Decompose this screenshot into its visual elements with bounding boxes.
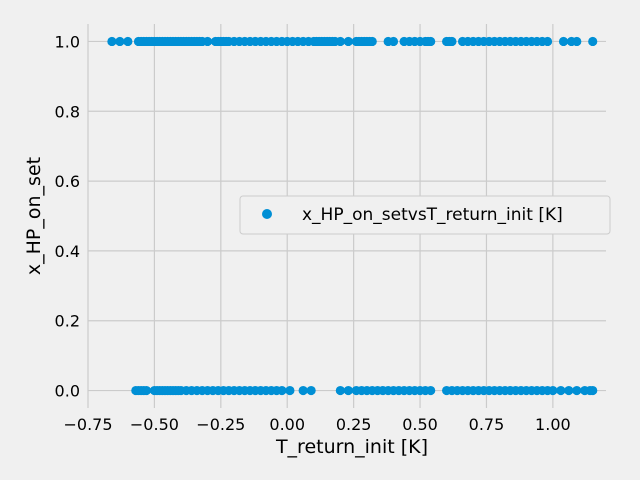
data-point (542, 36, 553, 47)
legend-marker-icon (262, 209, 272, 219)
data-point (202, 36, 213, 47)
data-point (306, 385, 316, 396)
x-tick-label: 0.00 (269, 415, 305, 434)
x-tick-label: 0.25 (336, 415, 372, 434)
data-point (588, 385, 598, 396)
x-tick-labels: −0.75 −0.50 −0.25 0.00 0.25 0.50 0.75 1.00 (63, 415, 570, 434)
legend-box (239, 195, 611, 235)
data-point (388, 36, 399, 47)
data-point (556, 385, 566, 396)
data-point (572, 36, 582, 47)
y-axis-title: x_HP_on_set (23, 157, 45, 275)
data-point (588, 36, 598, 47)
data-point (548, 385, 558, 396)
data-point (123, 36, 133, 47)
data-point (572, 385, 582, 396)
y-tick-label: 1.0 (55, 32, 80, 51)
y-tick-label: 0.6 (55, 172, 80, 191)
data-point (558, 36, 569, 47)
x-tick-label: −0.25 (196, 415, 245, 434)
data-point (335, 36, 345, 47)
legend-label: x_HP_on_setvsT_return_init [K] (302, 205, 563, 225)
x-tick-label: 0.50 (402, 415, 438, 434)
data-point (367, 36, 377, 47)
data-point (426, 385, 436, 396)
data-point (335, 385, 345, 396)
data-point (298, 385, 308, 396)
data-point (426, 36, 436, 47)
x-tick-label: −0.75 (63, 415, 112, 434)
data-point (277, 385, 287, 396)
x-axis-title: T_return_init [K] (275, 436, 428, 458)
data-point (343, 36, 353, 47)
x-tick-label: 1.00 (535, 415, 571, 434)
y-tick-label: 0.0 (55, 382, 80, 401)
y-tick-label: 0.8 (55, 102, 80, 121)
data-point (107, 36, 117, 47)
y-tick-label: 0.4 (55, 242, 80, 261)
y-tick-labels: 0.0 0.2 0.4 0.6 0.8 1.0 (55, 32, 80, 400)
data-point (564, 385, 574, 396)
data-point (343, 385, 353, 396)
legend: x_HP_on_setvsT_return_init [K] (239, 195, 611, 235)
x-tick-label: 0.75 (469, 415, 505, 434)
data-point (141, 385, 152, 396)
x-tick-label: −0.50 (130, 415, 179, 434)
y-tick-label: 0.2 (55, 312, 80, 331)
data-point (285, 385, 295, 396)
data-point (447, 36, 457, 47)
data-point (115, 36, 125, 47)
data-points (107, 36, 598, 396)
